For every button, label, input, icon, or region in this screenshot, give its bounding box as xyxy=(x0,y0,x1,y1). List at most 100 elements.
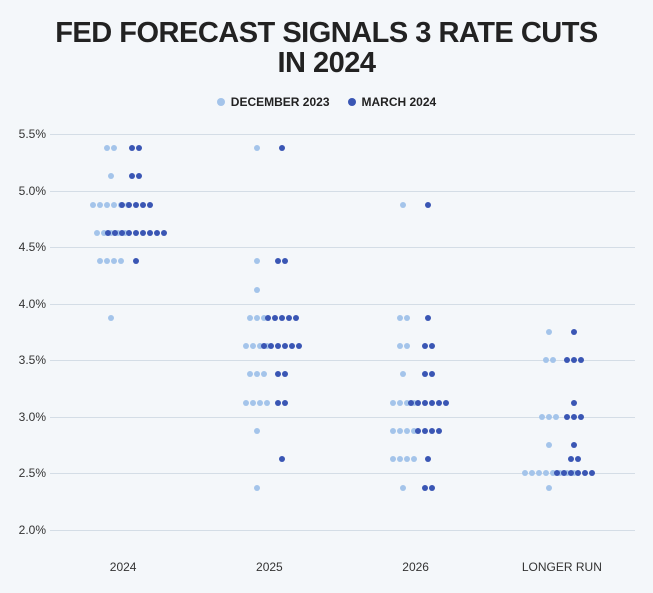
gridline xyxy=(50,191,635,192)
legend-label: MARCH 2024 xyxy=(362,95,437,109)
data-dot xyxy=(546,329,552,335)
data-dot xyxy=(243,400,249,406)
data-dot xyxy=(429,343,435,349)
data-dot xyxy=(118,258,124,264)
y-axis-label: 4.5% xyxy=(6,240,46,254)
data-dot xyxy=(140,202,146,208)
data-dot xyxy=(575,470,581,476)
data-dot xyxy=(104,258,110,264)
data-dot xyxy=(140,230,146,236)
data-dot xyxy=(571,442,577,448)
data-dot xyxy=(390,400,396,406)
data-dot xyxy=(108,315,114,321)
data-dot xyxy=(411,456,417,462)
data-dot xyxy=(422,485,428,491)
data-dot xyxy=(268,343,274,349)
data-dot xyxy=(415,400,421,406)
data-dot xyxy=(133,230,139,236)
data-dot xyxy=(296,343,302,349)
data-dot xyxy=(275,258,281,264)
chart-title: FED FORECAST SIGNALS 3 RATE CUTS IN 2024 xyxy=(0,0,653,85)
data-dot xyxy=(90,202,96,208)
x-axis-label: LONGER RUN xyxy=(522,560,602,574)
data-dot xyxy=(422,400,428,406)
y-axis-label: 3.5% xyxy=(6,353,46,367)
data-dot xyxy=(397,315,403,321)
legend-label: DECEMBER 2023 xyxy=(231,95,330,109)
data-dot xyxy=(397,456,403,462)
data-dot xyxy=(112,230,118,236)
data-dot xyxy=(522,470,528,476)
gridline xyxy=(50,530,635,531)
data-dot xyxy=(408,400,414,406)
data-dot xyxy=(104,202,110,208)
data-dot xyxy=(397,428,403,434)
chart-legend: DECEMBER 2023 MARCH 2024 xyxy=(0,95,653,109)
data-dot xyxy=(400,485,406,491)
data-dot xyxy=(119,202,125,208)
data-dot xyxy=(400,371,406,377)
data-dot xyxy=(279,145,285,151)
data-dot xyxy=(436,400,442,406)
data-dot xyxy=(108,173,114,179)
data-dot xyxy=(97,202,103,208)
data-dot xyxy=(261,343,267,349)
data-dot xyxy=(133,202,139,208)
data-dot xyxy=(129,173,135,179)
data-dot xyxy=(111,145,117,151)
data-dot xyxy=(404,315,410,321)
data-dot xyxy=(571,400,577,406)
data-dot xyxy=(243,343,249,349)
data-dot xyxy=(119,230,125,236)
y-axis-label: 3.0% xyxy=(6,410,46,424)
data-dot xyxy=(254,428,260,434)
x-axis-label: 2024 xyxy=(110,560,137,574)
data-dot xyxy=(404,343,410,349)
data-dot xyxy=(582,470,588,476)
data-dot xyxy=(126,202,132,208)
data-dot xyxy=(282,371,288,377)
data-dot xyxy=(425,202,431,208)
data-dot xyxy=(129,145,135,151)
data-dot xyxy=(97,258,103,264)
legend-dot-icon xyxy=(217,98,225,106)
legend-item: MARCH 2024 xyxy=(348,95,437,109)
data-dot xyxy=(422,428,428,434)
x-axis-label: 2026 xyxy=(402,560,429,574)
data-dot xyxy=(111,202,117,208)
y-axis-label: 4.0% xyxy=(6,297,46,311)
y-axis-label: 2.5% xyxy=(6,466,46,480)
data-dot xyxy=(136,145,142,151)
data-dot xyxy=(564,357,570,363)
data-dot xyxy=(279,315,285,321)
data-dot xyxy=(105,230,111,236)
data-dot xyxy=(286,315,292,321)
legend-dot-icon xyxy=(348,98,356,106)
data-dot xyxy=(254,315,260,321)
data-dot xyxy=(554,470,560,476)
data-dot xyxy=(564,414,570,420)
data-dot xyxy=(425,315,431,321)
data-dot xyxy=(254,287,260,293)
data-dot xyxy=(429,485,435,491)
data-dot xyxy=(429,371,435,377)
data-dot xyxy=(161,230,167,236)
data-dot xyxy=(254,145,260,151)
data-dot xyxy=(589,470,595,476)
data-dot xyxy=(133,258,139,264)
data-dot xyxy=(546,442,552,448)
data-dot xyxy=(254,258,260,264)
data-dot xyxy=(429,400,435,406)
data-dot xyxy=(443,400,449,406)
data-dot xyxy=(282,400,288,406)
data-dot xyxy=(553,414,559,420)
data-dot xyxy=(147,202,153,208)
data-dot xyxy=(254,485,260,491)
gridline xyxy=(50,247,635,248)
data-dot xyxy=(293,315,299,321)
data-dot xyxy=(126,230,132,236)
data-dot xyxy=(539,414,545,420)
data-dot xyxy=(104,145,110,151)
data-dot xyxy=(147,230,153,236)
data-dot xyxy=(400,202,406,208)
